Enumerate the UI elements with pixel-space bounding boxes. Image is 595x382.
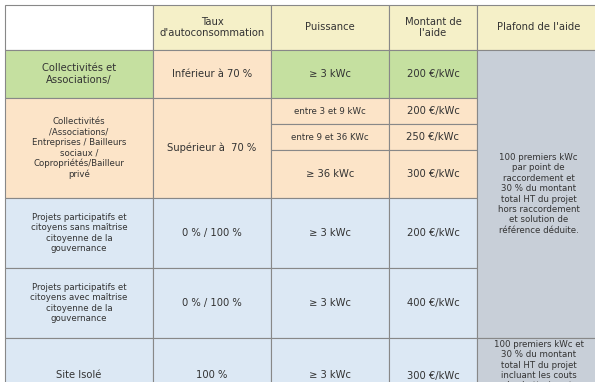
Bar bbox=[389, 198, 477, 268]
Bar bbox=[389, 50, 477, 98]
Text: Collectivités
/Associations/
Entreprises / Bailleurs
sociaux /
Copropriétés/Bail: Collectivités /Associations/ Entreprises… bbox=[32, 117, 126, 179]
Text: 100 premiers kWc et
30 % du montant
total HT du projet
incluant les couts
des ba: 100 premiers kWc et 30 % du montant tota… bbox=[493, 340, 584, 382]
Bar bbox=[389, 338, 477, 382]
Text: 300 €/kWc: 300 €/kWc bbox=[406, 371, 459, 380]
Bar bbox=[5, 268, 153, 338]
Text: 200 €/kWc: 200 €/kWc bbox=[406, 228, 459, 238]
Bar bbox=[477, 5, 595, 50]
Text: entre 3 et 9 kWc: entre 3 et 9 kWc bbox=[294, 107, 366, 115]
Bar bbox=[5, 338, 153, 382]
Text: Projets participatifs et
citoyens avec maîtrise
citoyenne de la
gouvernance: Projets participatifs et citoyens avec m… bbox=[30, 283, 128, 323]
Bar bbox=[389, 268, 477, 338]
Text: entre 9 et 36 KWc: entre 9 et 36 KWc bbox=[291, 133, 369, 141]
Text: Supérieur à  70 %: Supérieur à 70 % bbox=[167, 143, 256, 153]
Text: Projets participatifs et
citoyens sans maîtrise
citoyenne de la
gouvernance: Projets participatifs et citoyens sans m… bbox=[31, 213, 127, 253]
Text: Taux
d'autoconsommation: Taux d'autoconsommation bbox=[159, 17, 265, 38]
Text: 200 €/kWc: 200 €/kWc bbox=[406, 69, 459, 79]
Text: Plafond de l'aide: Plafond de l'aide bbox=[497, 23, 580, 32]
Bar bbox=[5, 50, 153, 98]
Bar bbox=[477, 50, 595, 338]
Bar bbox=[5, 198, 153, 268]
Text: ≥ 3 kWc: ≥ 3 kWc bbox=[309, 69, 351, 79]
Bar bbox=[271, 50, 389, 98]
Text: 400 €/kWc: 400 €/kWc bbox=[406, 298, 459, 308]
Text: Site Isolé: Site Isolé bbox=[57, 371, 102, 380]
Bar bbox=[153, 98, 271, 198]
Text: ≥ 3 kWc: ≥ 3 kWc bbox=[309, 228, 351, 238]
Text: Inférieur à 70 %: Inférieur à 70 % bbox=[172, 69, 252, 79]
Bar bbox=[153, 268, 271, 338]
Bar bbox=[389, 98, 477, 124]
Text: 300 €/kWc: 300 €/kWc bbox=[406, 169, 459, 179]
Bar bbox=[5, 5, 153, 50]
Text: Collectivités et
Associations/: Collectivités et Associations/ bbox=[42, 63, 116, 85]
Bar bbox=[271, 268, 389, 338]
Bar bbox=[153, 198, 271, 268]
Bar bbox=[477, 338, 595, 382]
Text: ≥ 36 kWc: ≥ 36 kWc bbox=[306, 169, 354, 179]
Bar bbox=[389, 5, 477, 50]
Text: 0 % / 100 %: 0 % / 100 % bbox=[182, 228, 242, 238]
Text: Puissance: Puissance bbox=[305, 23, 355, 32]
Bar bbox=[271, 5, 389, 50]
Bar bbox=[389, 124, 477, 150]
Text: ≥ 3 kWc: ≥ 3 kWc bbox=[309, 371, 351, 380]
Bar bbox=[153, 5, 271, 50]
Bar bbox=[271, 198, 389, 268]
Text: ≥ 3 kWc: ≥ 3 kWc bbox=[309, 298, 351, 308]
Bar bbox=[5, 98, 153, 198]
Text: 100 %: 100 % bbox=[196, 371, 228, 380]
Bar bbox=[389, 150, 477, 198]
Text: Montant de
l'aide: Montant de l'aide bbox=[405, 17, 462, 38]
Bar bbox=[153, 338, 271, 382]
Bar bbox=[153, 50, 271, 98]
Bar bbox=[271, 98, 389, 124]
Text: 250 €/kWc: 250 €/kWc bbox=[406, 132, 459, 142]
Bar bbox=[271, 338, 389, 382]
Text: 200 €/kWc: 200 €/kWc bbox=[406, 106, 459, 116]
Text: 100 premiers kWc
par point de
raccordement et
30 % du montant
total HT du projet: 100 premiers kWc par point de raccordeme… bbox=[497, 153, 580, 235]
Bar bbox=[271, 150, 389, 198]
Bar bbox=[271, 124, 389, 150]
Text: 0 % / 100 %: 0 % / 100 % bbox=[182, 298, 242, 308]
